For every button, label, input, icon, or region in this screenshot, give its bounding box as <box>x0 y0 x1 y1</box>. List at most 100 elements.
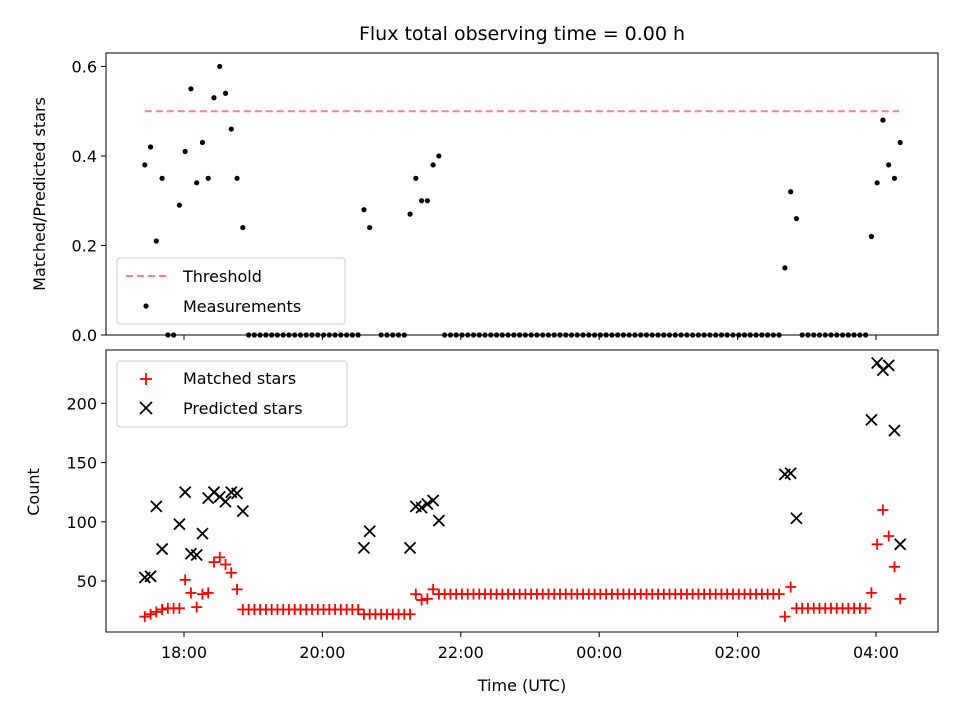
legend-threshold-label: Threshold <box>182 267 262 286</box>
measurement-point <box>240 224 246 231</box>
top-ytick-label: 0.6 <box>72 57 97 76</box>
measurement-point <box>690 332 696 338</box>
measurement-point <box>522 332 528 338</box>
predicted-star-point <box>155 542 169 556</box>
predicted-x-b <box>357 541 371 555</box>
predicted-star-point <box>894 538 907 551</box>
matched-star-point <box>173 602 185 614</box>
measurement-point <box>326 332 332 338</box>
measurement-point <box>424 198 430 204</box>
measurement-point <box>303 332 309 338</box>
predicted-x-b <box>144 570 157 583</box>
matched-star-point <box>410 588 422 600</box>
matched-star-point <box>871 538 883 550</box>
predicted-x-b <box>432 514 446 527</box>
measurement-point <box>649 332 655 338</box>
bottom-legend-box <box>116 360 348 428</box>
measurement-point <box>684 332 690 338</box>
measurement-point <box>430 162 436 168</box>
matched-star-point <box>427 583 439 595</box>
predicted-star-point <box>230 487 244 500</box>
predicted-star-point <box>432 514 446 527</box>
measurement-point <box>332 332 338 338</box>
measurement-point <box>470 332 477 338</box>
predicted-x-b <box>421 497 434 511</box>
measurement-point <box>799 332 805 338</box>
matched-star-point <box>150 606 162 618</box>
measurement-point <box>638 332 644 338</box>
xtick-label: 22:00 <box>438 643 484 662</box>
measurement-point <box>828 332 834 338</box>
bottom-plot-area <box>105 349 939 633</box>
measurement-point <box>217 63 223 70</box>
matched-star-point <box>185 587 197 599</box>
measurement-point <box>222 90 229 96</box>
bottom-panel: Count Time (UTC) 50 100 150 200 18:00 20:00 2… <box>24 349 939 695</box>
predicted-star-point <box>421 497 434 511</box>
matched-star-point <box>416 594 428 606</box>
top-ytick-label: 0.4 <box>72 147 97 166</box>
measurement-point <box>153 238 159 244</box>
measurement-point <box>407 211 413 217</box>
predicted-star-point <box>219 495 232 508</box>
measurement-point <box>782 265 788 271</box>
measurement-point <box>540 332 546 338</box>
bottom-ytick-label: 50 <box>77 572 97 591</box>
matched-star-point <box>883 530 895 542</box>
bottom-ytick-label: 150 <box>66 454 97 473</box>
measurement-point <box>724 332 730 338</box>
measurement-point <box>736 332 742 338</box>
measurement-point <box>269 332 275 338</box>
measurement-point <box>793 216 800 222</box>
predicted-x-b <box>196 527 209 540</box>
matched-star-point <box>214 551 226 563</box>
measurement-point <box>591 332 598 338</box>
predicted-star-point <box>150 500 163 513</box>
matched-star-point <box>220 558 232 570</box>
measurement-point <box>586 332 592 338</box>
measurement-point <box>597 332 603 338</box>
predicted-x-b <box>230 487 244 500</box>
measurement-point <box>557 332 563 338</box>
predicted-x-b <box>409 500 422 513</box>
measurement-point <box>563 332 569 338</box>
measurement-point <box>655 332 661 338</box>
legend-predicted-label: Predicted stars <box>183 399 303 418</box>
bottom-ytick-label: 200 <box>66 394 97 413</box>
predicted-x-b <box>882 359 895 372</box>
measurement-point <box>845 332 851 338</box>
legend-matched-swatch <box>140 373 152 385</box>
measurement-point <box>753 332 759 338</box>
predicted-x-b <box>894 538 907 551</box>
legend-predicted-swatch <box>139 401 153 415</box>
measurement-point <box>390 332 396 338</box>
measurement-point <box>580 332 586 338</box>
measurement-point <box>741 332 748 338</box>
matched-star-point <box>156 603 168 615</box>
bottom-y-ticks: 50 100 150 200 <box>66 394 106 591</box>
measurement-point <box>701 332 707 338</box>
matched-star-point <box>404 608 416 620</box>
predicted-x-b <box>150 500 163 513</box>
predicted-star-point <box>403 541 417 555</box>
predicted-star-point <box>888 424 901 437</box>
measurement-point <box>759 332 765 338</box>
measurement-point <box>863 332 869 338</box>
measurement-point <box>297 332 304 338</box>
measurement-point <box>320 332 327 338</box>
top-ytick-label: 0.0 <box>72 326 97 345</box>
xtick-label: 04:00 <box>853 643 899 662</box>
matched-star-point <box>352 603 364 615</box>
xtick-label: 20:00 <box>299 643 345 662</box>
matched-star-point <box>773 588 785 600</box>
matched-star-point <box>779 611 791 623</box>
x-axis-label: Time (UTC) <box>477 676 566 695</box>
predicted-x-b <box>403 541 417 555</box>
predicted-star-point <box>144 570 157 583</box>
matched-star-point <box>888 561 900 573</box>
matched-star-point <box>139 611 151 623</box>
predicted-star-point <box>415 501 428 514</box>
top-y-ticks: 0.0 0.2 0.4 0.6 <box>72 57 106 345</box>
measurement-point <box>505 332 511 338</box>
